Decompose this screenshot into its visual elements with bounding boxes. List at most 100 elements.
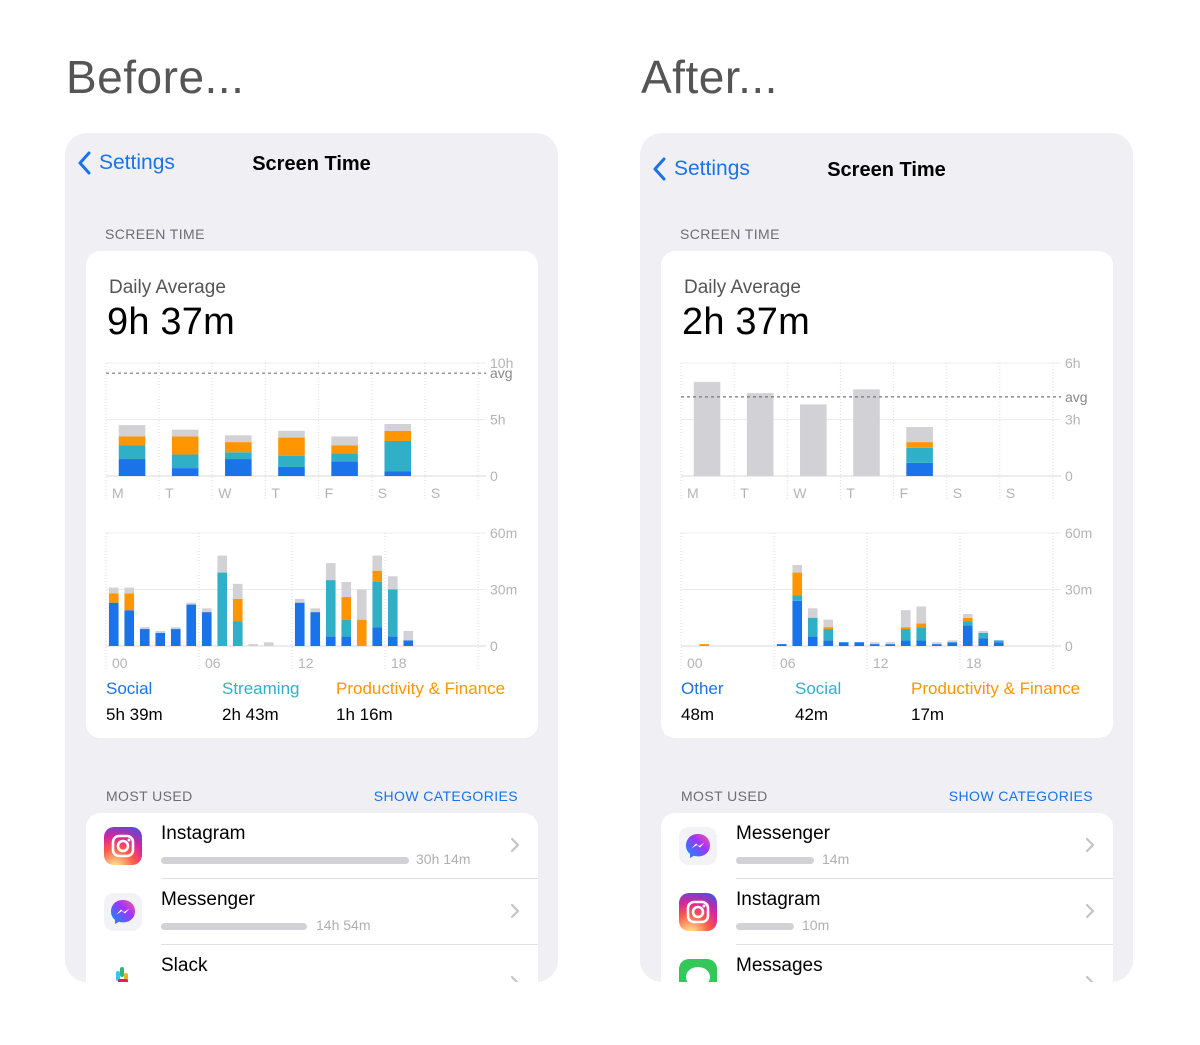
y-tick-label: 6h bbox=[1065, 355, 1081, 371]
bar-segment bbox=[171, 429, 199, 437]
y-tick-label: 30m bbox=[1065, 582, 1092, 598]
bar-segment bbox=[792, 595, 803, 601]
legend-value: 1h 16m bbox=[336, 705, 393, 724]
show-categories-button[interactable]: SHOW CATEGORIES bbox=[373, 788, 518, 804]
usage-time: 10m bbox=[802, 917, 830, 933]
row-divider bbox=[161, 944, 538, 945]
bar-segment bbox=[278, 437, 305, 456]
bar-segment bbox=[823, 629, 834, 641]
bar-segment bbox=[372, 581, 383, 628]
list-item[interactable]: Messages bbox=[661, 945, 1113, 982]
x-tick-label: S bbox=[1006, 485, 1015, 501]
bar-segment bbox=[906, 447, 933, 463]
most-used-list: Messenger 14m Instagram 10m Messages bbox=[661, 813, 1113, 982]
legend-item: Productivity & Finance 17m bbox=[911, 679, 1080, 725]
legend-item: Social 42m bbox=[795, 679, 841, 725]
x-tick-label: T bbox=[740, 485, 749, 501]
bar-segment bbox=[853, 389, 880, 476]
messages-icon bbox=[679, 959, 717, 982]
bar-segment bbox=[118, 459, 146, 476]
page-title: Screen Time bbox=[252, 153, 371, 175]
bar-segment bbox=[384, 440, 412, 472]
category-legend: Other 48m Social 42m Productivity & Fina… bbox=[681, 679, 1093, 729]
bar-segment bbox=[807, 617, 818, 637]
y-tick-label: 0 bbox=[490, 638, 498, 654]
section-label-most-used: MOST USED bbox=[106, 788, 193, 804]
bar-segment bbox=[278, 466, 305, 476]
chevron-left-icon bbox=[78, 151, 91, 175]
navigation-bar: Settings Screen Time bbox=[640, 133, 1133, 197]
x-tick-label: 00 bbox=[112, 655, 128, 671]
back-button[interactable]: Settings bbox=[652, 157, 750, 181]
legend-name: Productivity & Finance bbox=[911, 679, 1081, 698]
list-item[interactable]: Instagram 10m bbox=[661, 879, 1113, 945]
app-name: Messenger bbox=[736, 823, 830, 844]
messenger-icon bbox=[104, 893, 142, 931]
legend-name: Productivity & Finance bbox=[336, 679, 506, 698]
y-tick-label: 60m bbox=[490, 525, 517, 541]
x-tick-label: 12 bbox=[873, 655, 889, 671]
y-tick-label: 10h bbox=[490, 355, 513, 371]
bar-segment bbox=[746, 393, 774, 476]
bar-segment bbox=[331, 445, 358, 454]
bar-segment bbox=[201, 608, 212, 613]
legend-name: Social bbox=[795, 679, 842, 698]
bar-segment bbox=[978, 638, 989, 646]
usage-bar bbox=[736, 857, 814, 864]
instagram-icon bbox=[104, 827, 142, 865]
list-item[interactable]: Messenger 14h 54m bbox=[86, 879, 538, 945]
row-divider bbox=[161, 878, 538, 879]
bar-segment bbox=[139, 627, 150, 630]
bar-segment bbox=[916, 627, 927, 641]
bar-segment bbox=[947, 640, 958, 643]
bar-segment bbox=[900, 640, 911, 646]
bar-segment bbox=[962, 621, 973, 626]
usage-bar bbox=[161, 923, 307, 930]
bar-segment bbox=[331, 436, 358, 446]
bar-segment bbox=[171, 436, 199, 455]
bar-segment bbox=[900, 627, 911, 630]
bar-segment bbox=[699, 644, 710, 646]
bar-segment bbox=[993, 642, 1004, 646]
legend-value: 42m bbox=[795, 705, 829, 724]
bar-segment bbox=[900, 610, 911, 628]
bar-segment bbox=[978, 632, 989, 639]
bar-segment bbox=[108, 593, 119, 603]
back-button[interactable]: Settings bbox=[77, 151, 175, 175]
bar-segment bbox=[356, 589, 367, 620]
bar-segment bbox=[403, 640, 414, 646]
bar-segment bbox=[118, 445, 146, 460]
usage-time: 14m bbox=[822, 851, 850, 867]
x-tick-label: S bbox=[378, 485, 387, 501]
x-tick-label: 18 bbox=[391, 655, 407, 671]
bar-segment bbox=[171, 468, 199, 476]
daily-average-value: 2h 37m bbox=[682, 301, 810, 343]
usage-time: 30h 14m bbox=[416, 851, 471, 867]
messenger-icon bbox=[679, 827, 717, 865]
bar-segment bbox=[807, 608, 818, 618]
list-item[interactable]: Slack bbox=[86, 945, 538, 982]
bar-segment bbox=[170, 629, 181, 646]
chevron-left-icon bbox=[653, 157, 666, 181]
usage-bar bbox=[161, 857, 409, 864]
row-divider bbox=[736, 944, 1113, 945]
list-item[interactable]: Instagram 30h 14m bbox=[86, 813, 538, 879]
show-categories-button[interactable]: SHOW CATEGORIES bbox=[948, 788, 1093, 804]
before-screen: Settings Screen Time SCREEN TIME Daily A… bbox=[65, 133, 558, 982]
bar-segment bbox=[978, 630, 989, 633]
daily-average-value: 9h 37m bbox=[107, 301, 235, 343]
list-item[interactable]: Messenger 14m bbox=[661, 813, 1113, 879]
legend-value: 48m bbox=[681, 705, 715, 724]
slack-icon bbox=[104, 959, 142, 982]
bar-segment bbox=[693, 381, 721, 476]
bar-segment bbox=[792, 565, 803, 573]
bar-segment bbox=[294, 602, 305, 646]
bar-segment bbox=[186, 604, 197, 646]
legend-item: Productivity & Finance 1h 16m bbox=[336, 679, 505, 725]
